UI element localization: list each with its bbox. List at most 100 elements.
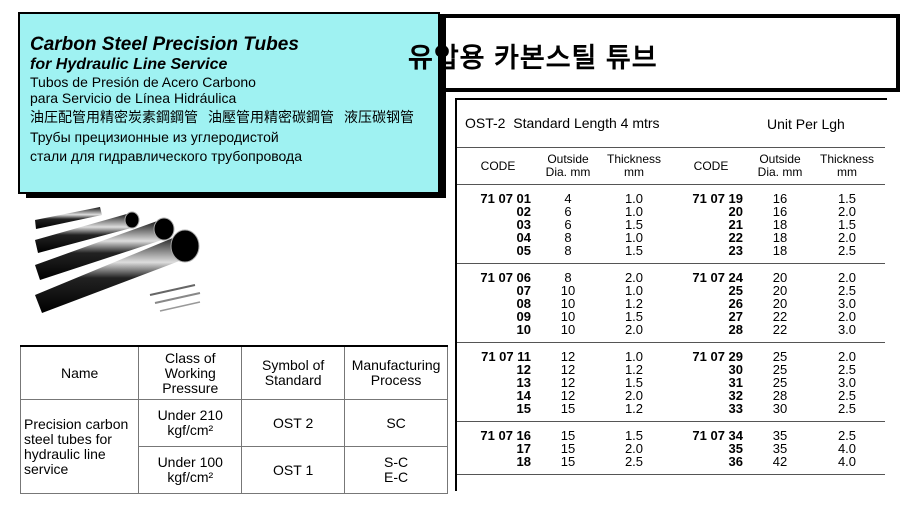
outside-dia: 20 [772,283,788,298]
code: 15 [516,401,531,416]
pressure-class: Under 100 kgf/cm² [138,446,243,494]
outside-dia: 20 [772,270,788,285]
spec-table: Name Class of Working Pressure Symbol of S… [19,345,448,494]
row: 14 12 2.0 32 28 2.5 [457,389,885,402]
outside-dia: 25 [772,349,788,364]
thickness: 2.0 [837,349,857,364]
outside-dia: 15 [560,401,576,416]
code: 12 [516,362,531,377]
thickness: 2.0 [624,270,644,285]
row: 18 15 2.5 36 42 4.0 [457,455,885,475]
code: 71 07 06 [480,270,531,285]
outside-dia: 4 [564,191,572,206]
thickness: 3.0 [837,322,857,337]
row: 02 6 1.0 20 16 2.0 [457,205,885,218]
row-group: 71 07 06 8 2.0 71 07 24 20 2.0 07 10 1.0 25 20 2.5 0… [457,264,885,343]
thickness: 1.0 [624,349,644,364]
pressure-class: Under 210 kgf/cm² [138,399,243,447]
thickness: 2.0 [837,270,857,285]
thickness: 2.5 [837,243,857,258]
outside-dia: 25 [772,375,788,390]
thickness: 1.2 [624,296,644,311]
row: 04 8 1.0 22 18 2.0 [457,231,885,244]
title-ja: 油圧配管用精密炭素鋼鋼管 [30,109,198,126]
thickness: 1.5 [624,309,644,324]
column-header: CODE [671,147,751,185]
spec-body: Precision carbon steel tubes for hydraul… [19,399,448,494]
row-group: 71 07 16 15 1.5 71 07 34 35 2.5 17 15 2.0 35 35 4.0… [457,422,885,475]
row: 09 10 1.5 27 22 2.0 [457,310,885,323]
thickness: 2.0 [837,204,857,219]
code: 71 07 29 [692,349,743,364]
outside-dia: 10 [560,283,576,298]
outside-dia: 12 [560,388,576,403]
outside-dia: 10 [560,309,576,324]
code: 28 [728,322,743,337]
tube-image [35,207,201,313]
title-en: Carbon Steel Precision Tubes [30,34,299,55]
code: 05 [516,243,531,258]
thickness: 1.5 [624,428,644,443]
code: 26 [728,296,743,311]
code: 13 [516,375,531,390]
thickness: 2.5 [624,454,644,469]
code: 02 [516,204,531,219]
code: 32 [728,388,743,403]
outside-dia: 35 [772,428,788,443]
thickness: 1.0 [624,283,644,298]
outside-dia: 10 [560,296,576,311]
row-group: 71 07 11 12 1.0 71 07 29 25 2.0 12 12 1.2 30 25 2.5… [457,343,885,422]
code: 08 [516,296,531,311]
thickness: 4.0 [837,441,857,456]
thickness: 1.2 [624,401,644,416]
product-table: CODE Outside Dia. mm Thickness mm CODE Outsi… [457,147,885,475]
thickness: 1.5 [624,217,644,232]
title-es: para Servicio de Línea Hidráulica [30,90,237,107]
row: Precision carbon steel tubes for hydraul… [19,399,448,494]
column-header: Outside Dia. mm [539,147,597,185]
thickness: 4.0 [837,454,857,469]
row: 13 12 1.5 31 25 3.0 [457,376,885,389]
row: 71 07 01 4 1.0 71 07 19 16 1.5 [457,185,885,206]
code: 36 [728,454,743,469]
outside-dia: 8 [564,243,572,258]
code: 17 [516,441,531,456]
outside-dia: 28 [772,388,788,403]
title-es: Tubos de Presión de Acero Carbono [30,74,256,91]
outside-dia: 18 [772,230,788,245]
code: 10 [516,322,531,337]
outside-dia: 6 [564,217,572,232]
row: 12 12 1.2 30 25 2.5 [457,363,885,376]
outside-dia: 35 [772,441,788,456]
row: 71 07 06 8 2.0 71 07 24 20 2.0 [457,264,885,285]
title-cjk: 油圧配管用精密炭素鋼鋼管 油壓管用精密碳鋼管 液压碳钢管 [30,109,438,125]
thickness: 2.0 [837,309,857,324]
outside-dia: 12 [560,362,576,377]
outside-dia: 15 [560,441,576,456]
title-zh: 液压碳钢管 [344,109,414,126]
thickness: 1.0 [624,191,644,206]
outside-dia: 22 [772,322,788,337]
thickness: 2.5 [837,401,857,416]
code: 03 [516,217,531,232]
thickness: 3.0 [837,296,857,311]
title-ru: Трубы прецизионные из углеродистой [30,128,279,145]
unit-label: Unit Per Lgh [767,116,845,132]
thickness: 2.0 [837,230,857,245]
title-zh-tw: 油壓管用精密碳鋼管 [208,109,334,126]
standard-symbol: OST 1 [241,446,346,494]
code: 35 [728,441,743,456]
thickness: 2.5 [837,283,857,298]
outside-dia: 25 [772,362,788,377]
row: 03 6 1.5 21 18 1.5 [457,218,885,231]
thickness: 2.0 [624,322,644,337]
thickness: 3.0 [837,375,857,390]
row: 71 07 11 12 1.0 71 07 29 25 2.0 [457,343,885,364]
outside-dia: 8 [564,270,572,285]
outside-dia: 15 [560,454,576,469]
table-caption: OST-2 Standard Length 4 mtrs [465,115,660,131]
code: 33 [728,401,743,416]
row: 08 10 1.2 26 20 3.0 [457,297,885,310]
process: S-C E-C [344,446,448,494]
